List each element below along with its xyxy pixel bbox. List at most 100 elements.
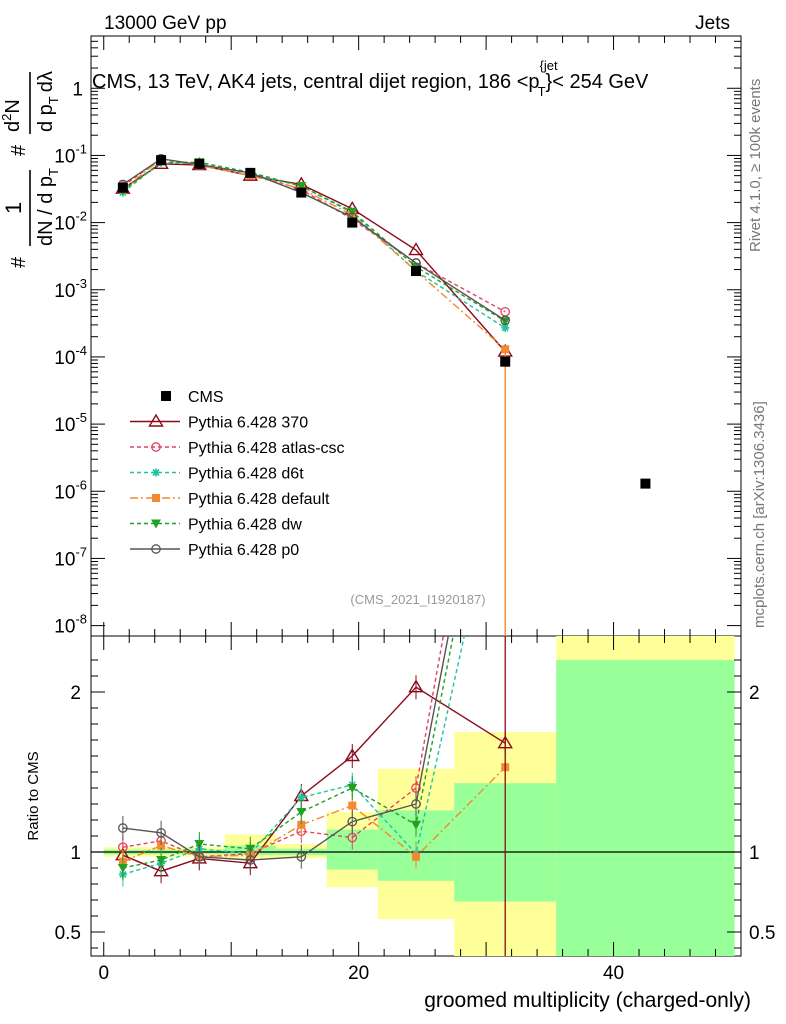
legend-marker-default xyxy=(152,494,160,502)
main-ytick-exponent-7: -1 xyxy=(75,141,87,156)
ylabel-dpt: d pTdλ xyxy=(35,71,61,132)
legend-entry-dw: Pythia 6.428 dw xyxy=(130,517,302,534)
legend-marker-atlas xyxy=(151,442,161,452)
main-ytick-exponent-4: -4 xyxy=(75,343,87,358)
mcplots-credit-text: mcplots.cern.ch [arXiv:1306.3436] xyxy=(751,401,768,628)
main-ytick-exponent-1: -7 xyxy=(75,544,87,559)
main-ytick-mantissa-4: 10 xyxy=(54,348,75,369)
cms-data-point-8 xyxy=(640,478,651,489)
ratio-marker-dw-1 xyxy=(156,856,167,865)
ratio-marker-p0-1 xyxy=(156,827,166,838)
main-ytick-exponent-0: -8 xyxy=(75,612,87,627)
legend-label-d6t: Pythia 6.428 d6t xyxy=(188,466,304,483)
ylabel-d2n: d2N xyxy=(0,99,24,132)
xtick-label-0: 0 xyxy=(98,963,109,984)
ratio-marker-p370-1 xyxy=(153,863,169,877)
ratio-ytick-label-right-1: 1 xyxy=(749,843,760,864)
legend-marker-cms xyxy=(161,391,171,401)
ratio-ytick-label-2: 2 xyxy=(70,683,81,704)
legend-label-dw: Pythia 6.428 dw xyxy=(188,517,302,534)
cms-data-point-5 xyxy=(347,217,358,228)
ratio-ytick-label-1: 1 xyxy=(70,843,81,864)
main-ytick-label-4: 10-4 xyxy=(54,343,87,369)
title-superscript: {jet xyxy=(540,58,558,73)
main-marker-dw-5 xyxy=(347,207,358,217)
main-ytick-label-3: 10-5 xyxy=(54,410,87,436)
legend-entry-p0: Pythia 6.428 p0 xyxy=(130,542,299,559)
cms-data-point-0 xyxy=(117,182,128,193)
ratio-marker-d6t-4 xyxy=(297,793,306,802)
cms-data-point-2 xyxy=(194,158,205,169)
ratio-panel-frame xyxy=(90,635,742,957)
legend-label-p370: Pythia 6.428 370 xyxy=(188,415,308,432)
legend-label-default: Pythia 6.428 default xyxy=(188,491,330,508)
green-band-8 xyxy=(556,660,735,956)
main-ytick-exponent-5: -3 xyxy=(75,276,87,291)
main-line-p370 xyxy=(122,163,506,353)
legend-marker-p370 xyxy=(148,413,164,427)
legend-entry-d6t: Pythia 6.428 d6t xyxy=(130,466,304,483)
main-ytick-label-0: 10-8 xyxy=(54,612,87,638)
xtick-label-2: 40 xyxy=(603,963,624,984)
ratio-ytick-label-0: 0.5 xyxy=(55,923,81,944)
ratio-marker-default-5 xyxy=(348,801,357,810)
main-marker-p0-7 xyxy=(500,315,511,326)
main-ytick-label-7: 10-1 xyxy=(54,141,87,167)
legend-entry-atlas: Pythia 6.428 atlas-csc xyxy=(130,440,345,457)
x-axis-label: groomed multiplicity (charged-only) xyxy=(424,989,751,1012)
main-ytick-mantissa-2: 10 xyxy=(54,482,75,503)
cms-data-point-1 xyxy=(156,155,167,166)
ratio-line-default xyxy=(122,766,506,863)
main-ytick-mantissa-5: 10 xyxy=(54,281,75,302)
ratio-marker-default-1 xyxy=(157,841,166,850)
main-marker-p370-6 xyxy=(408,242,424,256)
legend-entry-p370: Pythia 6.428 370 xyxy=(130,413,308,432)
main-series-layer xyxy=(115,153,651,636)
header-left: 13000 GeV pp xyxy=(104,13,227,34)
main-ytick-exponent-6: -2 xyxy=(75,209,87,224)
header-right: Jets xyxy=(695,13,730,34)
ylabel-hash2: # xyxy=(8,144,30,156)
main-ytick-mantissa-3: 10 xyxy=(54,415,75,436)
main-marker-dw-4 xyxy=(296,182,307,192)
main-line-dw xyxy=(122,161,506,322)
ratio-marker-p370-6 xyxy=(408,679,424,693)
legend: CMS Pythia 6.428 370 Pythia 6.428 atlas-cs… xyxy=(130,389,345,559)
title-subscript: T xyxy=(538,84,546,99)
main-ytick-label-1: 10-7 xyxy=(54,544,87,570)
ratio-marker-p0-2 xyxy=(194,851,205,862)
main-ytick-mantissa-6: 10 xyxy=(54,214,75,235)
ratio-marker-p0-0 xyxy=(118,823,128,833)
ratio-line-atlas xyxy=(122,636,445,858)
ratio-ytick-label-right-2: 2 xyxy=(749,683,760,704)
ratio-marker-p0-4 xyxy=(296,851,307,862)
ratio-marker-p0-6 xyxy=(411,799,421,809)
ratio-marker-dw-4 xyxy=(296,808,307,817)
main-ytick-mantissa-1: 10 xyxy=(54,549,75,570)
analysis-watermark: (CMS_2021_I1920187) xyxy=(350,592,485,607)
ratio-marker-dw-0 xyxy=(117,864,128,873)
title-suffix: }< 254 GeV xyxy=(546,71,650,93)
legend-marker-p0 xyxy=(151,544,161,554)
axes-layer: 10-810-710-610-510-410-310-210-110.5 0.51… xyxy=(54,36,775,984)
ylabel-hash1: # xyxy=(8,256,30,268)
main-ytick-exponent-2: -6 xyxy=(75,477,87,492)
legend-marker-d6t xyxy=(152,468,160,477)
main-ytick-mantissa-8: 1 xyxy=(72,79,83,100)
ratio-series-layer xyxy=(115,636,513,956)
legend-label-cms: CMS xyxy=(188,389,224,406)
cms-data-point-7 xyxy=(500,356,511,367)
ratio-y-axis-label: Ratio to CMS xyxy=(25,751,42,840)
main-ytick-label-6: 10-2 xyxy=(54,209,87,235)
legend-label-atlas: Pythia 6.428 atlas-csc xyxy=(188,440,345,457)
title-prefix: CMS, 13 TeV, AK4 jets, central dijet reg… xyxy=(92,71,540,93)
ratio-marker-default-4 xyxy=(297,820,306,829)
legend-label-p0: Pythia 6.428 p0 xyxy=(188,542,299,559)
cms-data-point-4 xyxy=(296,187,307,198)
main-y-axis-label: # 1 dN / d pT # d2N d pTdλ xyxy=(0,71,61,268)
cms-data-point-3 xyxy=(245,167,256,178)
ratio-marker-p370-5 xyxy=(344,748,361,762)
cms-data-point-6 xyxy=(411,266,421,277)
plot-title: CMS, 13 TeV, AK4 jets, central dijet reg… xyxy=(92,58,649,99)
